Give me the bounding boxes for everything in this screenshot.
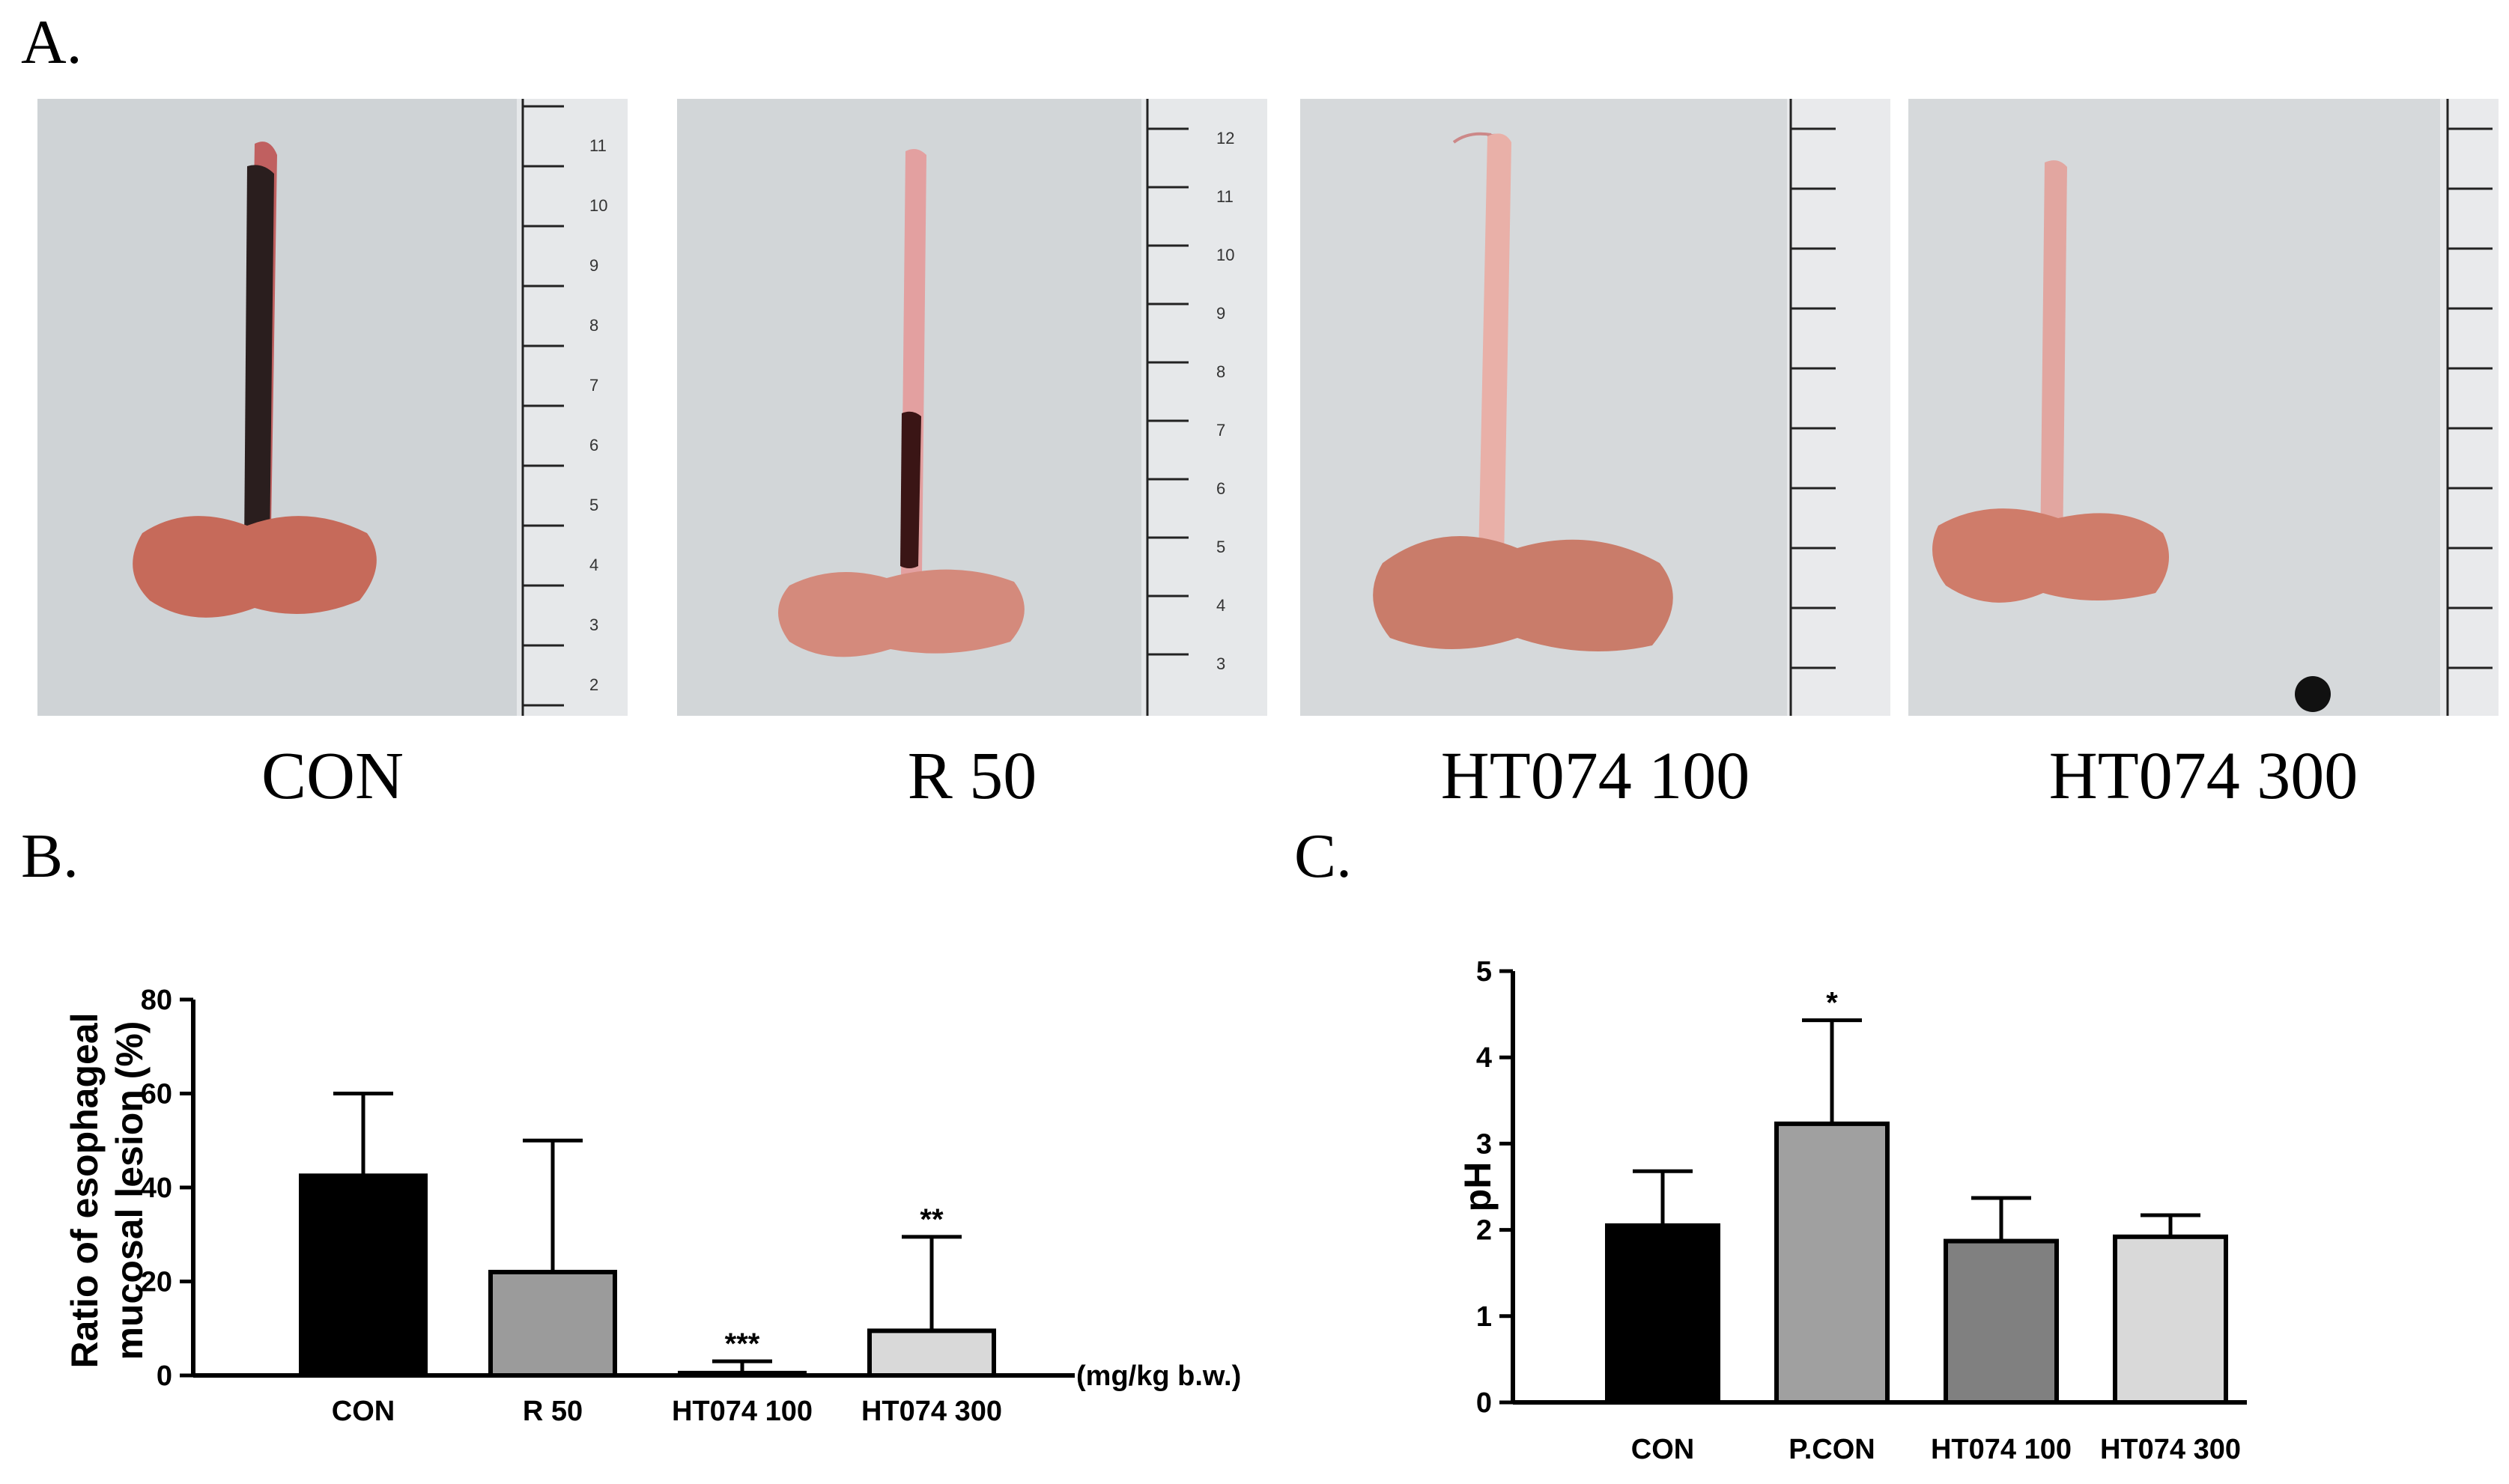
- x-tick-label: HT074 300: [861, 1396, 1002, 1427]
- x-tick-label: P.CON: [1789, 1434, 1875, 1460]
- photo-label-r50: R 50: [907, 739, 1037, 813]
- y-tick-label: 40: [141, 1173, 172, 1204]
- y-tick-label: 1: [1476, 1301, 1492, 1333]
- y-axis-label-line1: Ratio of esophageal: [64, 1012, 106, 1368]
- ruler-number: 6: [589, 436, 598, 454]
- ruler-number: 6: [1216, 479, 1225, 498]
- ruler-number: 11: [589, 136, 607, 155]
- panel-b-label: B.: [21, 821, 79, 891]
- ruler-number: 10: [589, 196, 607, 215]
- ruler-number: 4: [1216, 596, 1225, 615]
- x-tick-label: HT074 300: [2100, 1434, 2241, 1460]
- y-tick-label: 0: [157, 1360, 172, 1392]
- photo-ht074-100: [1300, 99, 1890, 716]
- ruler-number: 5: [1216, 538, 1225, 556]
- ruler-number: 9: [1216, 304, 1225, 323]
- photo-label-ht074-300: HT074 300: [2048, 739, 2358, 813]
- significance-marker: *: [1826, 987, 1838, 1020]
- photo-label-con: CON: [261, 739, 404, 813]
- ruler-number: 8: [589, 316, 598, 335]
- x-tick-label: HT074 100: [1931, 1434, 2072, 1460]
- ruler-number: 3: [589, 615, 598, 634]
- significance-marker: ***: [725, 1328, 760, 1360]
- photo-r50: 12 11 10 9 8 7 6 5 4 3: [677, 99, 1267, 716]
- bar: [299, 1173, 428, 1378]
- ruler-number: 7: [589, 376, 598, 395]
- y-tick-label: 4: [1476, 1042, 1492, 1074]
- ruler-number: 7: [1216, 421, 1225, 440]
- y-axis-label: pH: [1457, 1162, 1499, 1212]
- ph-bar-chart: 0 1 2 3 4 5 CON * P.CON HT074 100 HT074 300 pH: [1457, 956, 2247, 1460]
- y-tick-label: 2: [1476, 1215, 1492, 1247]
- x-tick-label: CON: [332, 1396, 395, 1427]
- lesion-ratio-bar-chart: 0 20 40 60 80 CON R 50 *** HT074 100 ** HT074 300 (…: [64, 985, 1241, 1427]
- ruler-number: 12: [1216, 129, 1234, 148]
- ruler-number: 10: [1216, 246, 1234, 264]
- bar: [678, 1370, 807, 1378]
- y-tick-label: 60: [141, 1079, 172, 1110]
- ruler-number: 5: [589, 496, 598, 514]
- ruler-number: 8: [1216, 362, 1225, 381]
- y-tick-label: 0: [1476, 1387, 1492, 1419]
- y-tick-label: 5: [1476, 956, 1492, 988]
- bar: [2113, 1234, 2228, 1405]
- y-tick-label: 80: [141, 985, 172, 1016]
- ruler-number: 2: [589, 675, 598, 694]
- panel-a-label: A.: [21, 7, 82, 77]
- bar: [1605, 1223, 1720, 1405]
- y-tick-label: 3: [1476, 1128, 1492, 1160]
- photo-con: 11 10 9 8 7 6 5 4 3 2: [37, 99, 628, 716]
- photo-label-ht074-100: HT074 100: [1440, 739, 1750, 813]
- bar: [867, 1328, 996, 1378]
- photo-ht074-300: [1908, 99, 2499, 716]
- ruler-number: 3: [1216, 654, 1225, 673]
- y-axis-label-line2: mucosal lesion (%): [109, 1021, 151, 1360]
- ruler-number: 4: [589, 556, 598, 574]
- bar: [1944, 1238, 2059, 1405]
- x-tick-label: R 50: [523, 1396, 583, 1427]
- panel-c-label: C.: [1294, 821, 1353, 891]
- bar: [488, 1269, 617, 1378]
- x-axis-unit: (mg/kg b.w.): [1076, 1360, 1241, 1392]
- y-axis-label: Ratio of esophageal mucosal lesion (%): [64, 1012, 151, 1368]
- ruler-number: 9: [589, 256, 598, 275]
- x-tick-label: HT074 100: [672, 1396, 813, 1427]
- significance-marker: **: [920, 1203, 944, 1236]
- x-tick-label: CON: [1631, 1434, 1694, 1460]
- y-tick-label: 20: [141, 1267, 172, 1298]
- ruler-number: 11: [1216, 187, 1234, 206]
- bar: [1774, 1121, 1890, 1405]
